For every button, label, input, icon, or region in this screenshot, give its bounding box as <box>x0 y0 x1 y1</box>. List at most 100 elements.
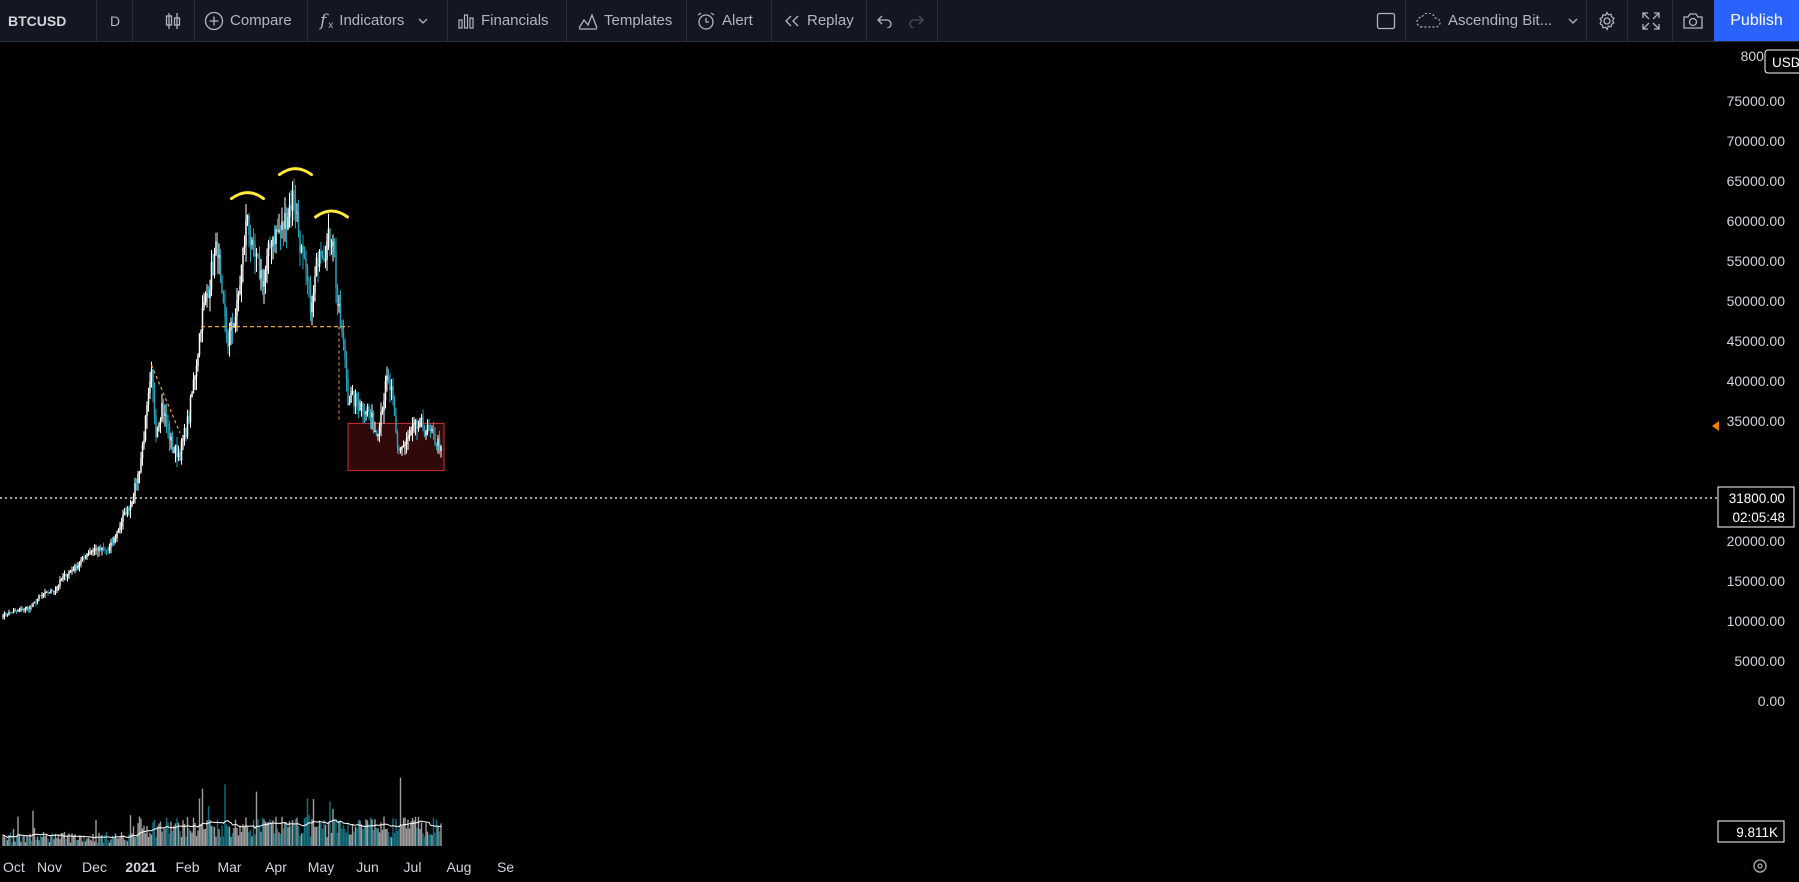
layout-selector[interactable]: Ascending Bit... <box>1416 0 1584 41</box>
candle-body <box>96 548 99 551</box>
settings-button[interactable] <box>1597 0 1623 41</box>
publish-button[interactable]: Publish <box>1714 0 1799 41</box>
candle-body <box>368 406 370 413</box>
volume-bar <box>393 832 396 850</box>
price-axis[interactable] <box>1717 42 1799 846</box>
volume-bar <box>327 822 330 850</box>
currency-button[interactable]: USD <box>1764 49 1799 74</box>
candle-body <box>416 420 418 429</box>
candle-body <box>60 579 63 581</box>
candle-body <box>425 432 427 436</box>
volume-bar <box>194 822 196 850</box>
candle-body <box>351 390 354 394</box>
gear-icon <box>1753 859 1767 873</box>
volume-bar <box>89 839 91 850</box>
time-axis-settings-button[interactable] <box>1753 859 1767 873</box>
time-tick-label: Se <box>497 859 514 875</box>
financials-button[interactable]: Financials <box>457 0 549 41</box>
volume-bar <box>81 841 84 850</box>
volume-bar <box>107 840 109 850</box>
volume-bar <box>99 836 102 850</box>
alert-button[interactable]: Alert <box>696 0 753 41</box>
indicators-button[interactable]: f x Indicators <box>320 0 434 41</box>
candle-body <box>407 437 409 439</box>
candle-body <box>147 392 150 405</box>
redo-button[interactable] <box>908 0 930 41</box>
volume-bar <box>414 816 417 850</box>
fullscreen-toggle[interactable] <box>1376 0 1402 41</box>
volume-bar <box>243 826 246 850</box>
candle-body <box>63 574 66 576</box>
volume-bar <box>348 834 351 850</box>
volume-bar <box>21 836 24 850</box>
replay-button[interactable]: Replay <box>783 0 854 41</box>
volume-bar <box>60 832 63 850</box>
candle-body <box>102 547 105 550</box>
candle-body <box>54 589 57 592</box>
candle-body <box>39 595 42 597</box>
volume-bar <box>179 830 181 850</box>
candle-body <box>282 221 285 229</box>
volume-bar <box>317 826 319 850</box>
volume-bar <box>132 826 135 850</box>
volume-bar <box>26 835 28 850</box>
chart-type-button[interactable] <box>164 0 188 41</box>
volume-bar <box>143 825 145 850</box>
candle-body <box>48 592 51 594</box>
price-tick-label: 20000.00 <box>1727 533 1786 549</box>
templates-button[interactable]: Templates <box>578 0 672 41</box>
candle-body <box>270 245 273 247</box>
compare-button[interactable]: Compare <box>204 0 292 41</box>
candle-body <box>278 229 280 232</box>
volume-bar <box>152 822 154 850</box>
candle-body <box>377 433 379 436</box>
volume-bar <box>378 832 381 850</box>
symbol-search[interactable]: BTCUSD <box>8 12 67 29</box>
candle-body <box>134 483 136 497</box>
volume-bar <box>56 838 58 850</box>
volume-bar <box>215 836 217 850</box>
volume-bar <box>209 819 211 850</box>
candle-body <box>344 340 346 360</box>
volume-bar <box>9 832 12 850</box>
candle-body <box>195 365 198 377</box>
volume-bar <box>54 833 57 850</box>
volume-bar <box>408 828 411 850</box>
price-chart[interactable]: 75000.00 70000.00 65000.00 60000.00 55000.00… <box>0 42 1799 882</box>
candle-body <box>47 591 49 594</box>
volume-bar <box>173 825 175 850</box>
time-tick-label: Apr <box>265 859 287 875</box>
candle-body <box>269 242 271 247</box>
candle-body <box>357 401 360 410</box>
volume-bar <box>50 835 52 850</box>
volume-bar <box>356 827 358 850</box>
snapshot-button[interactable] <box>1682 0 1710 41</box>
candle-body <box>305 258 307 267</box>
candle-body <box>27 607 30 609</box>
volume-bar <box>203 829 205 850</box>
candle-body <box>432 429 435 434</box>
volume-bar <box>407 819 409 850</box>
candle-body <box>389 379 391 391</box>
volume-bar <box>278 832 280 850</box>
volume-bar <box>95 819 97 850</box>
volume-bar <box>315 826 318 850</box>
candle-body <box>308 280 310 282</box>
volume-bar <box>33 827 36 850</box>
candle-body <box>386 375 388 381</box>
interval-selector[interactable]: D <box>110 12 121 29</box>
candle-body <box>6 614 9 616</box>
chevron-down-icon <box>1568 18 1578 24</box>
expand-button[interactable] <box>1641 0 1667 41</box>
volume-bar <box>266 822 268 850</box>
candle-body <box>435 444 438 446</box>
volume-bar <box>275 816 277 850</box>
undo-button[interactable] <box>877 0 899 41</box>
volume-bar <box>362 829 364 850</box>
candle-body <box>141 444 144 459</box>
time-axis[interactable] <box>0 846 1799 882</box>
volume-bar <box>114 833 117 850</box>
volume-bar <box>195 835 198 850</box>
candle-body <box>189 397 192 423</box>
candle-body <box>108 546 111 551</box>
